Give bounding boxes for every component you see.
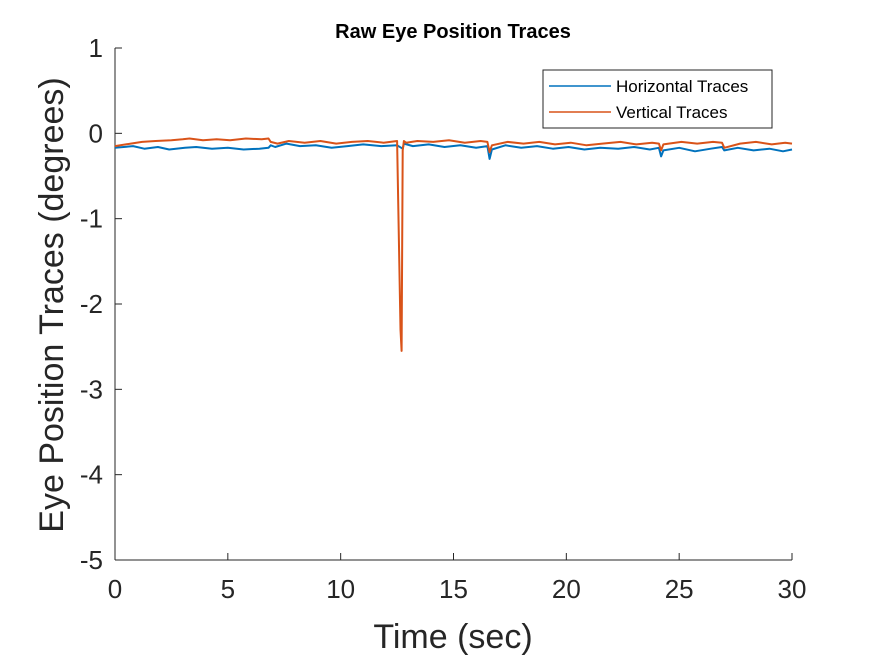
chart-title: Raw Eye Position Traces: [335, 21, 571, 43]
legend-box: [542, 69, 773, 129]
legend-label-1: Vertical Traces: [616, 103, 728, 122]
series-line-0: [114, 142, 793, 160]
x-tick-label-4: 20: [552, 574, 581, 604]
x-tick-label-0: 0: [108, 574, 122, 604]
legend-label-0: Horizontal Traces: [616, 77, 748, 96]
y-tick-label-1: -4: [80, 460, 103, 490]
y-tick-label-2: -3: [80, 374, 103, 404]
y-axis-label: Eye Position Traces (degrees): [33, 77, 71, 532]
x-tick-label-2: 10: [326, 574, 355, 604]
plot-area: [114, 137, 793, 352]
y-tick-label-0: -5: [80, 545, 103, 575]
x-tick-label-3: 15: [439, 574, 468, 604]
x-tick-label-5: 25: [665, 574, 694, 604]
x-axis-label: Time (sec): [373, 618, 532, 656]
axes: 0 5 10 15 20 25 30 -5 -4 -3 -2 -1 0 1: [80, 33, 807, 604]
y-tick-label-4: -1: [80, 204, 103, 234]
x-tick-label-6: 30: [778, 574, 807, 604]
y-tick-label-3: -2: [80, 289, 103, 319]
y-tick-label-5: 0: [89, 118, 103, 148]
legend: Horizontal Traces Vertical Traces: [542, 69, 773, 129]
series-line-1: [114, 137, 793, 352]
y-tick-label-6: 1: [89, 33, 103, 63]
x-tick-label-1: 5: [221, 574, 235, 604]
